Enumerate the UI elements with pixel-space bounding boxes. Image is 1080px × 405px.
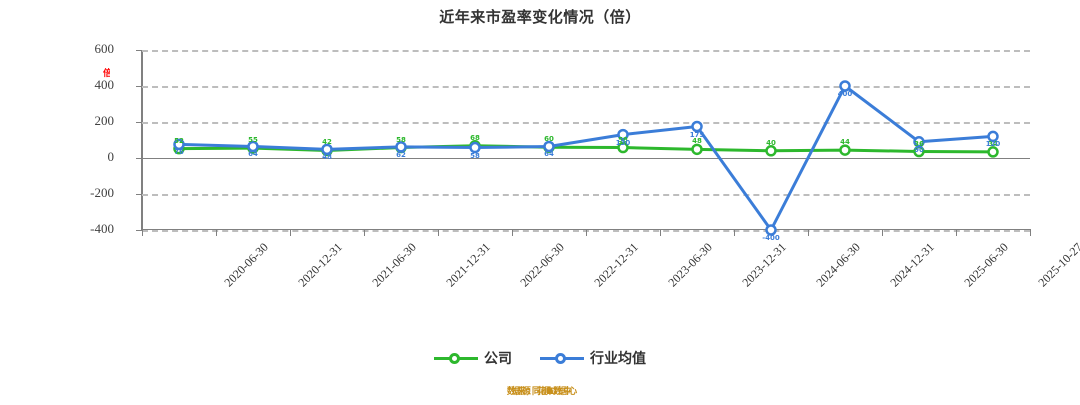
data-point-label: 130	[615, 138, 631, 147]
x-tick-label: 2025-10-27	[1035, 240, 1080, 290]
x-tick-label: 2020-06-30	[221, 240, 271, 290]
chart-title: 近年来市盈率变化情况（倍）	[439, 8, 641, 26]
x-tick-label: 2021-06-30	[369, 240, 419, 290]
x-tick-label: 2022-12-31	[591, 240, 641, 290]
x-tick-label: 2022-06-30	[517, 240, 567, 290]
legend-label: 行业均值	[590, 351, 646, 367]
x-tickmark	[882, 230, 883, 236]
y-tick-label: -400	[90, 221, 114, 236]
x-tick-label: 2023-06-30	[665, 240, 715, 290]
x-tickmark	[808, 230, 809, 236]
data-point-label: 64	[544, 150, 554, 159]
y-tick-label: 200	[94, 113, 115, 128]
gridline	[142, 86, 1030, 88]
x-tickmark	[216, 230, 217, 236]
y-tickmark	[136, 158, 142, 159]
data-point-label: 42	[322, 138, 332, 147]
data-point-label: 64	[248, 150, 258, 159]
x-tick-label: 2021-12-31	[443, 240, 493, 290]
data-point-label: 55	[248, 136, 258, 145]
data-point-label: 62	[396, 150, 406, 159]
y-axis-title: 倍	[101, 68, 110, 74]
x-tickmark	[734, 230, 735, 236]
data-point-label: 90	[914, 145, 924, 154]
y-axis-tick-labels: 600 400 200 0 -200 -400	[62, 0, 114, 405]
y-tick-label: 0	[107, 149, 115, 164]
plot-area	[142, 50, 1030, 232]
legend-swatch-icon	[540, 352, 584, 364]
y-tickmark	[136, 122, 142, 123]
data-point-label: 120	[985, 140, 1001, 149]
data-point-label: 400	[837, 90, 853, 98]
y-tickmark	[136, 230, 142, 231]
data-point-label: 36	[914, 139, 924, 148]
chart-legend: 公司 行业均值	[0, 348, 1080, 368]
x-tickmark	[956, 230, 957, 236]
data-point-label: 48	[322, 153, 332, 162]
x-tickmark	[290, 230, 291, 236]
legend-label: 公司	[484, 351, 512, 367]
data-point-label: 76	[174, 148, 184, 157]
x-tick-label: 2024-12-31	[887, 240, 937, 290]
zero-line	[142, 158, 1030, 159]
y-tick-label: 400	[94, 77, 115, 92]
legend-swatch-icon	[434, 352, 478, 364]
data-point-label: 175	[689, 130, 705, 139]
x-tickmark	[512, 230, 513, 236]
y-tick-label: 600	[94, 41, 115, 56]
x-tick-label: 2023-12-31	[739, 240, 789, 290]
data-point-label: 40	[766, 138, 776, 147]
data-point-label: -400	[762, 234, 780, 242]
legend-item[interactable]: 公司	[434, 348, 512, 368]
y-tickmark	[136, 50, 142, 51]
y-tickmark	[136, 86, 142, 87]
data-point-label: 44	[840, 138, 850, 147]
y-axis-line	[141, 50, 143, 230]
y-tick-label: -200	[90, 185, 114, 200]
data-point-label: 58	[396, 135, 406, 144]
data-point-label: 48	[692, 137, 702, 146]
data-point-label: 34	[988, 139, 998, 148]
x-tick-label: 2025-06-30	[961, 240, 1011, 290]
data-point-label: 60	[544, 135, 554, 144]
x-tickmark	[364, 230, 365, 236]
x-tickmark	[586, 230, 587, 236]
x-tickmark	[438, 230, 439, 236]
x-tickmark	[660, 230, 661, 236]
legend-item[interactable]: 行业均值	[540, 348, 646, 368]
data-point-label: 52	[174, 136, 184, 145]
gridline	[142, 194, 1030, 196]
x-tick-label: 2020-12-31	[295, 240, 345, 290]
data-point-label: 58	[470, 151, 480, 160]
x-tickmark	[1030, 230, 1031, 236]
source-note: 数据来源：同花顺iFinD数据中心	[506, 387, 577, 397]
gridline	[142, 122, 1030, 124]
y-tickmark	[136, 194, 142, 195]
data-point-label: 68	[470, 133, 480, 142]
gridline	[142, 50, 1030, 52]
data-point-label: 58	[618, 135, 628, 144]
x-tickmark	[142, 230, 143, 236]
x-tick-label: 2024-06-30	[813, 240, 863, 290]
